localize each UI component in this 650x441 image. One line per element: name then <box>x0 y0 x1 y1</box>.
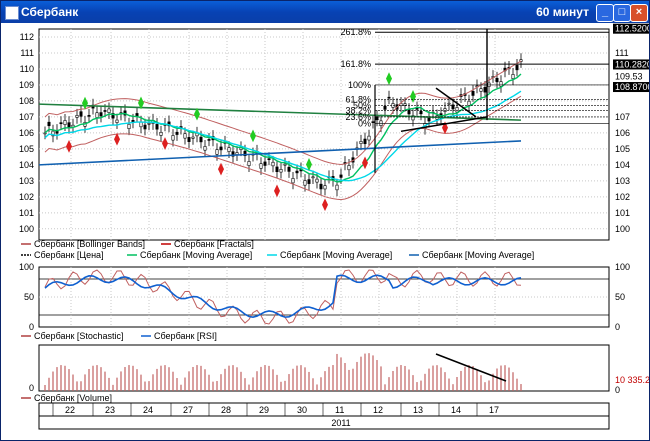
legend-entry: Сбербанк [Volume] <box>34 393 112 403</box>
price-marker-label: 112.5200 <box>615 24 649 34</box>
legend-entry: Сбербанк [Moving Average] <box>280 250 392 260</box>
day-label: 11 <box>335 405 344 415</box>
day-label: 30 <box>297 405 307 415</box>
close-icon[interactable]: × <box>630 4 648 22</box>
oscillator-tick-label: 100 <box>19 262 34 272</box>
oscillator-tick-label: 50 <box>615 292 625 302</box>
price-right-label: 104 <box>615 160 630 170</box>
price-tick-label: 112 <box>20 32 34 42</box>
fib-level-label: 100% <box>348 80 371 90</box>
legend-entry: Сбербанк [Moving Average] <box>422 250 534 260</box>
window-title: Сбербанк <box>21 5 79 19</box>
price-tick-label: 106 <box>19 128 34 138</box>
price-tick-label: 109 <box>19 80 34 90</box>
title-bar[interactable]: Сбербанк 60 минут _ □ × <box>1 1 649 23</box>
price-right-label: 102 <box>615 192 630 202</box>
day-label: 28 <box>221 405 231 415</box>
volume-panel[interactable] <box>38 344 610 392</box>
day-label: 27 <box>183 405 193 415</box>
day-label: 29 <box>259 405 269 415</box>
day-label: 13 <box>413 405 423 415</box>
legend-entry: Сбербанк [Bollinger Bands] <box>34 239 145 249</box>
fib-level-label: 50% <box>353 101 371 111</box>
volume-zero-label: 0 <box>615 385 620 395</box>
day-label: 17 <box>489 405 499 415</box>
oscillator-tick-label: 0 <box>29 322 34 332</box>
time-axis: 22 23 24 27 28 29 30 11 12 13 14 17 2011 <box>52 403 499 428</box>
price-marker-label: 110.2820 <box>615 59 649 69</box>
day-label: 22 <box>65 405 75 415</box>
day-label: 23 <box>105 405 115 415</box>
fib-level-label: 23.6% <box>345 112 371 122</box>
price-right-label: 105 <box>615 144 630 154</box>
price-right-label: 100 <box>615 224 630 234</box>
legend-entry: Сбербанк [RSI] <box>154 331 217 341</box>
oscillator-tick-label: 100 <box>615 262 630 272</box>
price-tick-label: 104 <box>19 160 34 170</box>
fib-level-label: 61.8% <box>345 94 371 104</box>
day-label: 24 <box>143 405 153 415</box>
year-label: 2011 <box>331 418 350 428</box>
price-tick-label: 100 <box>19 224 34 234</box>
maximize-icon[interactable]: □ <box>613 4 631 22</box>
price-right-label: 101 <box>615 208 630 218</box>
legend-entry: Сбербанк [Цена] <box>34 250 104 260</box>
price-right-label: 103 <box>615 176 630 186</box>
legend-entry: Сбербанк [Moving Average] <box>140 250 252 260</box>
volume-legend: Сбербанк [Volume] <box>21 393 112 403</box>
app-icon <box>5 6 19 20</box>
price-right-label: 109.53 <box>615 71 643 81</box>
chart-area[interactable]: 112111110109108107106105104103102101100 … <box>1 23 649 440</box>
fib-level-label: 161.8% <box>340 59 371 69</box>
price-tick-label: 107 <box>19 112 34 122</box>
price-tick-label: 110 <box>20 64 34 74</box>
price-right-label: 111 <box>615 48 629 58</box>
price-right-label: 106 <box>615 128 630 138</box>
price-tick-label: 111 <box>20 48 34 58</box>
fib-level-label: 261.8% <box>340 27 371 37</box>
price-tick-label: 105 <box>19 144 34 154</box>
oscillator-tick-label: 0 <box>615 322 620 332</box>
volume-tick-label: 0 <box>29 383 34 393</box>
volume-value-label: 10 335.2 <box>615 375 649 385</box>
price-tick-label: 101 <box>19 208 34 218</box>
day-label: 14 <box>451 405 461 415</box>
oscillator-legend: Сбербанк [Stochastic] Сбербанк [RSI] <box>21 331 217 341</box>
price-tick-label: 102 <box>19 192 34 202</box>
legend-entry: Сбербанк [Fractals] <box>174 239 254 249</box>
fib-level-label: 38.2% <box>345 106 371 116</box>
price-right-label: 107 <box>615 112 630 122</box>
fib-level-label: 0% <box>358 118 371 128</box>
oscillator-tick-label: 50 <box>24 292 34 302</box>
minimize-icon[interactable]: _ <box>596 4 614 22</box>
price-legend: Сбербанк [Bollinger Bands] Сбербанк [Frac… <box>21 239 534 260</box>
legend-entry: Сбербанк [Stochastic] <box>34 331 123 341</box>
day-label: 12 <box>373 405 383 415</box>
price-marker-label: 108.8700 <box>615 82 649 92</box>
price-tick-label: 103 <box>19 176 34 186</box>
price-tick-label: 108 <box>19 96 34 106</box>
timeframe-label: 60 минут <box>536 5 589 19</box>
